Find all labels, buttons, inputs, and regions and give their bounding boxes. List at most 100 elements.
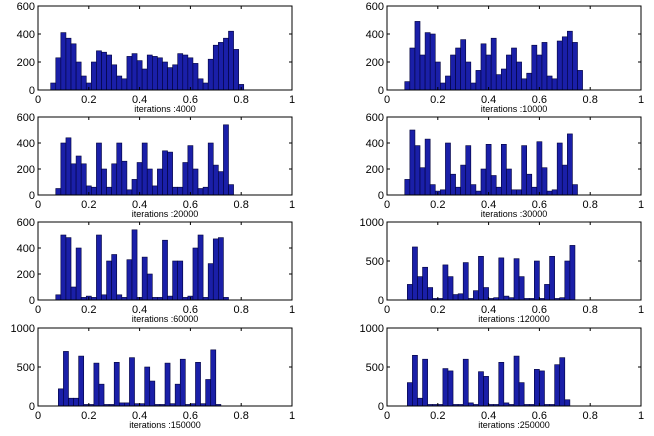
- histogram-bar: [445, 75, 451, 91]
- y-tick-label: 400: [366, 29, 384, 41]
- histogram-bar: [498, 362, 505, 407]
- histogram-bar: [561, 36, 568, 91]
- x-tick-label: 0.2: [430, 199, 445, 211]
- histogram-bar: [465, 61, 472, 91]
- histogram-bar: [172, 260, 178, 301]
- histogram-bar: [419, 167, 426, 196]
- y-tick-label: 0: [378, 295, 384, 307]
- histogram-bar: [116, 75, 123, 91]
- histogram-bar: [152, 185, 158, 196]
- histogram-bar: [404, 179, 411, 196]
- histogram-bar: [572, 42, 578, 91]
- x-axis-label: iterations :30000: [481, 209, 548, 219]
- histogram-bar: [177, 53, 184, 91]
- histogram-bar: [187, 145, 194, 196]
- histogram-bar: [556, 142, 563, 196]
- histogram-bar: [407, 284, 413, 301]
- x-tick-label: 0: [384, 304, 390, 316]
- histogram-bar: [498, 257, 505, 301]
- histogram-bar: [141, 256, 148, 301]
- axes-frame: [37, 221, 293, 301]
- x-axis-label: iterations :150000: [129, 420, 201, 430]
- histogram-bar: [531, 44, 538, 91]
- x-tick-label: 0.8: [234, 199, 249, 211]
- histogram-bar: [551, 189, 558, 196]
- histogram-bar: [172, 64, 178, 91]
- histogram-bar: [93, 362, 100, 407]
- x-tick-label: 0.6: [183, 304, 198, 316]
- histogram-panel-8: 0 0.2 0.4 0.6 0.8 1 0 500 1000 iterations :250000: [360, 323, 645, 430]
- histogram-bar: [417, 276, 423, 301]
- histogram-bar: [80, 75, 87, 91]
- x-tick-label: 0.2: [81, 94, 96, 106]
- histogram-bar: [149, 380, 156, 407]
- histogram-bar: [106, 54, 112, 91]
- histogram-bar: [210, 349, 217, 407]
- histogram-bar: [177, 260, 184, 301]
- x-tick-label: 1: [289, 304, 295, 316]
- histogram-bar: [212, 238, 219, 301]
- y-tick-label: 0: [29, 295, 35, 307]
- histogram-bar: [485, 54, 492, 91]
- x-axis-label: iterations :250000: [478, 420, 550, 430]
- x-axis-label: iterations :20000: [132, 209, 199, 219]
- histogram-bar: [511, 47, 517, 91]
- histogram-bar: [63, 351, 69, 407]
- histogram-bar: [414, 145, 421, 196]
- histogram-bar: [195, 362, 201, 407]
- histogram-bar: [162, 61, 168, 91]
- histogram-bar: [478, 371, 484, 407]
- histogram-bar: [126, 259, 133, 301]
- x-tick-label: 0.8: [234, 410, 249, 422]
- x-tick-label: 0.6: [532, 304, 547, 316]
- histogram-bar: [546, 190, 553, 196]
- histogram-bar: [447, 276, 454, 301]
- histogram-bar: [91, 61, 97, 91]
- histogram-bar: [167, 151, 173, 196]
- histogram-bar: [409, 129, 416, 196]
- histogram-bar: [144, 366, 151, 407]
- histogram-bar: [207, 58, 214, 91]
- x-tick-label: 0.4: [132, 199, 147, 211]
- histogram-bar: [202, 186, 209, 196]
- histogram-bar: [218, 237, 224, 301]
- histogram-panel-6: 0 0.2 0.4 0.6 0.8 1 0 500 1000 iterations :120000: [360, 217, 645, 324]
- histogram-bar: [440, 189, 446, 196]
- x-tick-label: 1: [638, 304, 644, 316]
- histogram-bar: [518, 276, 525, 301]
- histogram-bar: [483, 287, 489, 301]
- histogram-bar: [470, 184, 477, 196]
- histogram-bar: [212, 44, 219, 91]
- histogram-bar: [65, 237, 72, 301]
- y-tick-label: 600: [366, 1, 384, 13]
- histogram-bar: [513, 258, 520, 301]
- histogram-bar: [475, 190, 482, 196]
- x-tick-label: 1: [289, 94, 295, 106]
- histogram-bar: [218, 171, 224, 196]
- histogram-bar: [422, 358, 428, 407]
- histogram-bar: [197, 188, 204, 196]
- histogram-bar: [55, 188, 62, 196]
- histogram-bar: [427, 287, 434, 301]
- histogram-bar: [167, 295, 173, 301]
- histogram-panel-2: 0 0.2 0.4 0.6 0.8 1 0 200 400 600 iterations :1000…: [366, 1, 644, 114]
- histogram-bar: [549, 256, 555, 301]
- histogram-bar: [485, 144, 492, 196]
- histogram-bar: [207, 263, 214, 301]
- histogram-bar: [182, 54, 189, 91]
- histogram-bar: [233, 49, 239, 91]
- histogram-bar: [174, 383, 181, 407]
- histogram-bar: [182, 162, 189, 196]
- y-tick-label: 200: [366, 57, 384, 69]
- axes-frame: [37, 116, 293, 196]
- y-tick-label: 200: [17, 164, 35, 176]
- x-tick-label: 0.2: [81, 410, 96, 422]
- x-tick-label: 0: [35, 304, 41, 316]
- x-tick-label: 0.4: [481, 199, 496, 211]
- histogram-bar: [65, 37, 72, 91]
- histogram-bar: [60, 234, 67, 301]
- histogram-bar: [205, 379, 212, 407]
- histogram-bar: [422, 266, 428, 301]
- y-tick-label: 1000: [360, 217, 384, 229]
- histogram-bar: [521, 145, 527, 196]
